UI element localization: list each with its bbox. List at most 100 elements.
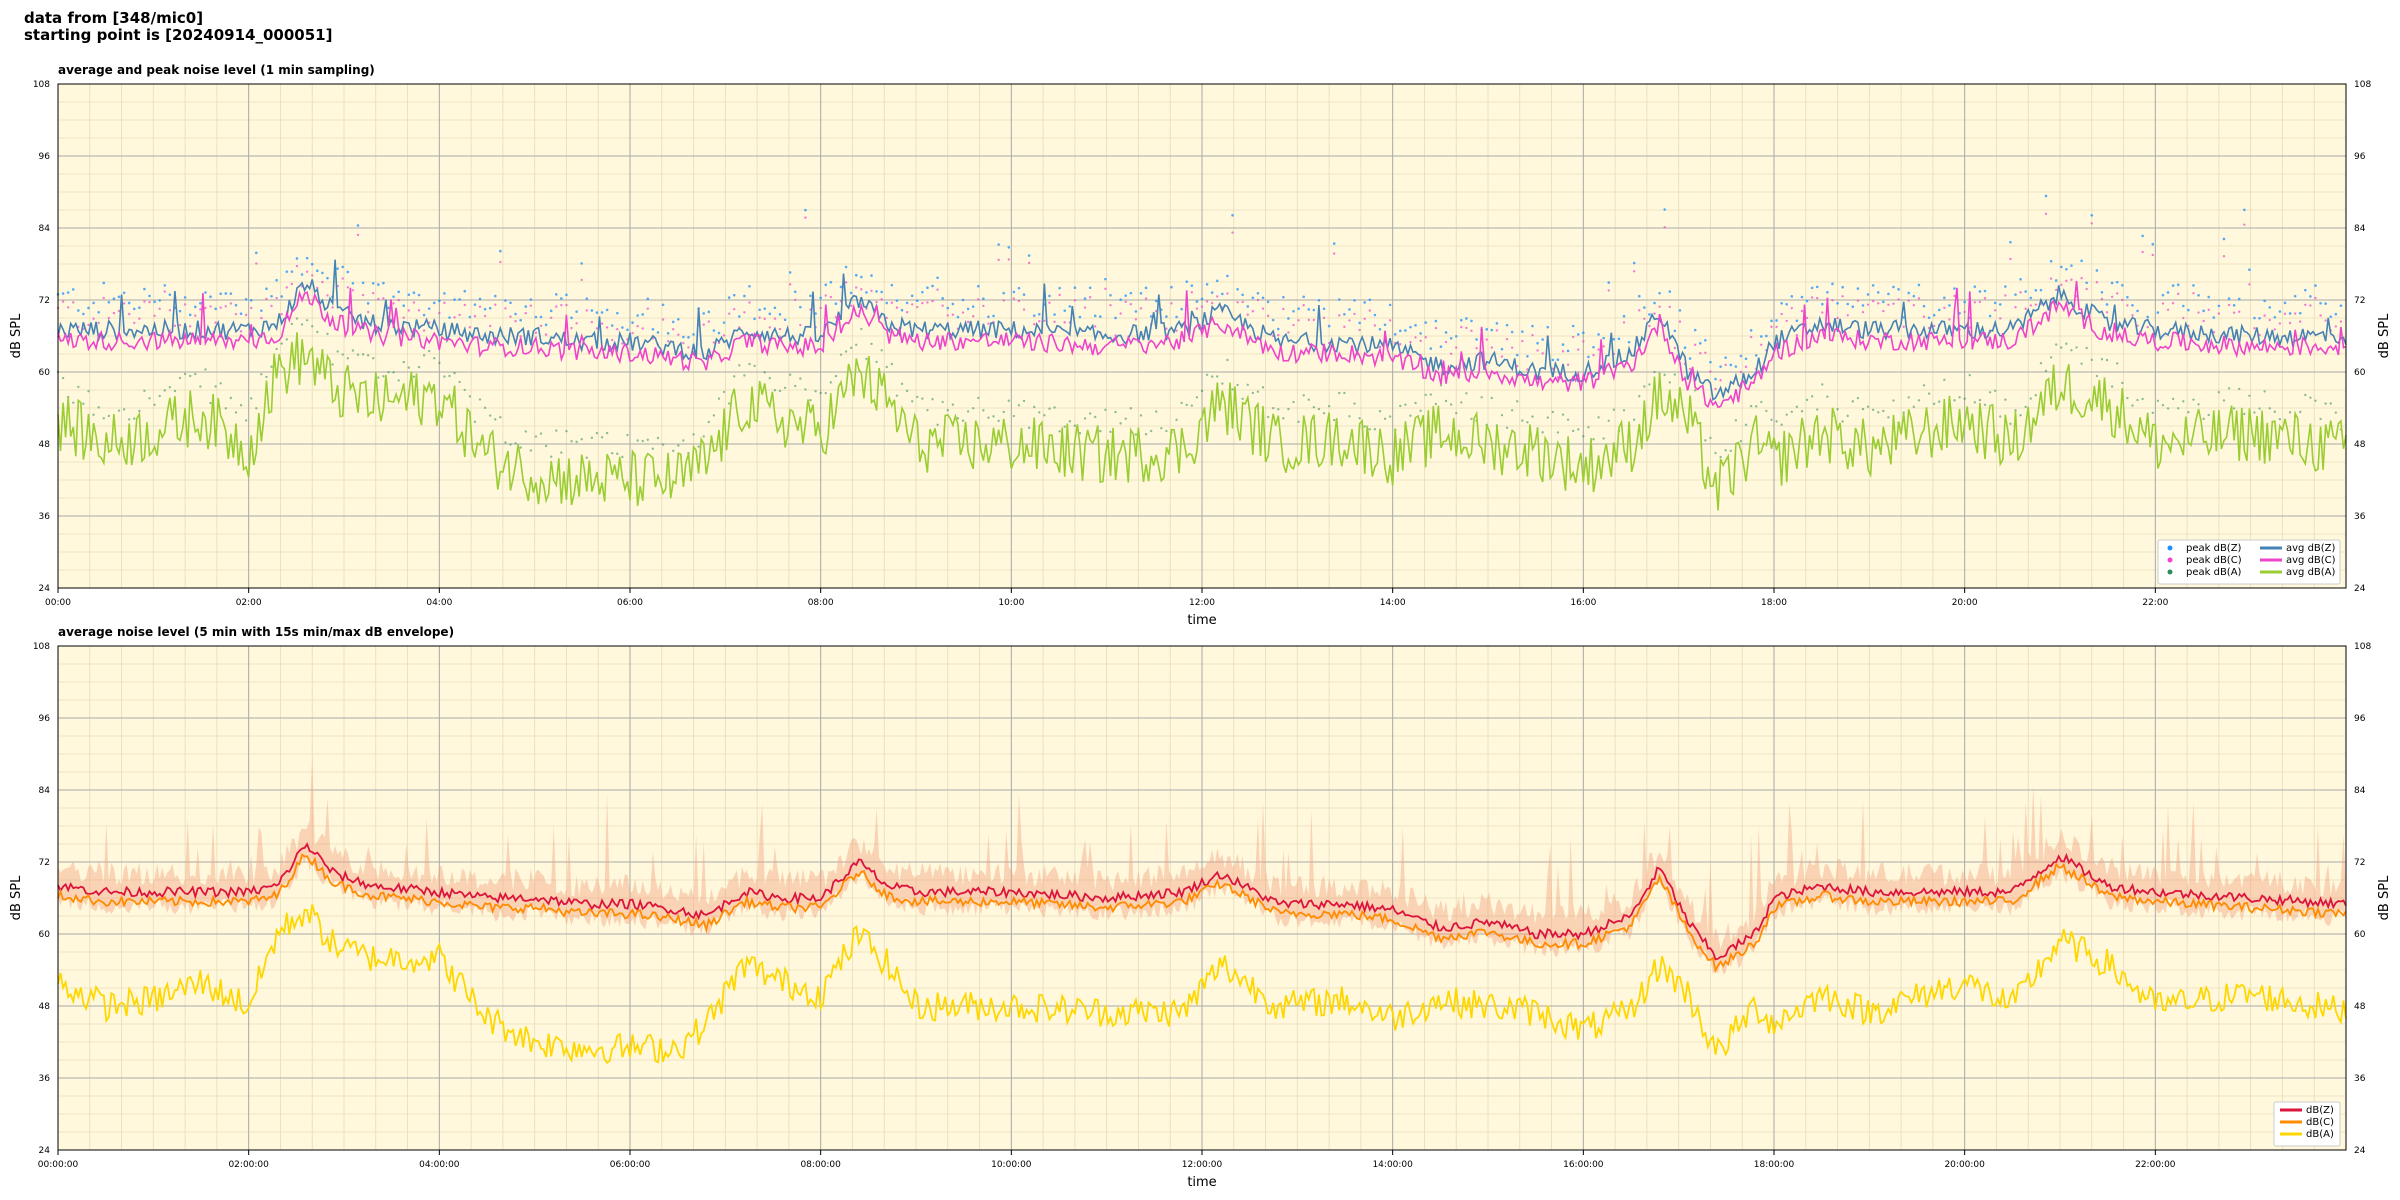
peak-dba-point — [1027, 426, 1031, 430]
peak-dbz-point — [2034, 289, 2038, 292]
peak-dbz-point — [509, 301, 512, 305]
peak-dbc-point — [946, 314, 949, 317]
peak-dbc-point — [1785, 319, 1788, 323]
peak-dbc-point — [438, 311, 441, 315]
peak-dbc-point — [1887, 303, 1890, 306]
avg-dba-line — [57, 332, 2347, 511]
peak-dba-point — [1160, 426, 1163, 430]
legend-label: peak dB(A) — [2186, 567, 2242, 578]
peak-dbz-point — [1353, 299, 1356, 302]
peak-dbc-point — [1775, 325, 1778, 329]
peak-dba-point — [1556, 431, 1560, 434]
peak-dba-point — [621, 455, 624, 459]
peak-dba-point — [1607, 419, 1610, 423]
peak-dbc-point — [1531, 334, 1534, 337]
peak-dbz-point — [2237, 297, 2241, 301]
peak-dbz-point — [341, 265, 345, 269]
peak-dbz-point — [1973, 285, 1977, 288]
peak-dbz-point — [1978, 290, 1982, 293]
peak-dba-point — [1917, 399, 1921, 402]
peak-dbc-point — [178, 324, 182, 327]
peak-dba-point — [1434, 402, 1438, 406]
peak-dbc-point — [1632, 270, 1636, 273]
peak-dba-point — [1597, 416, 1600, 419]
plot-frame — [57, 645, 2347, 1151]
peak-dba-point — [900, 382, 904, 386]
legend-marker — [2167, 569, 2173, 575]
x-tick-label: 14:00 — [1380, 598, 1406, 608]
peak-dbz-point — [1175, 315, 1178, 319]
peak-dbc-point — [2100, 297, 2104, 301]
peak-dbz-point — [1475, 338, 1478, 341]
peak-dbz-point — [407, 293, 411, 297]
peak-dbc-point — [2080, 277, 2083, 280]
peak-dbz-point — [1363, 301, 1367, 304]
peak-dba-point — [2258, 407, 2261, 410]
peak-dbz-point — [732, 293, 736, 297]
peak-dbc-point — [1968, 326, 1971, 329]
peak-dbz-point — [1993, 301, 1997, 305]
peak-dbc-point — [2151, 253, 2154, 257]
peak-dbz-point — [1963, 300, 1966, 304]
peak-dbc-point — [1704, 351, 1707, 354]
peak-dbz-point — [1327, 324, 1331, 328]
peak-dbz-point — [1693, 328, 1697, 332]
peak-dba-point — [1038, 411, 1041, 414]
peak-dbz-point — [1241, 293, 1244, 297]
peak-dbc-point — [2232, 311, 2236, 314]
peak-dbz-point — [1170, 285, 1173, 289]
peak-dba-point — [1663, 373, 1666, 377]
peak-dbz-point — [87, 306, 90, 310]
peak-dbc-point — [1648, 324, 1651, 328]
peak-dba-point — [697, 445, 700, 448]
peak-dbc-point — [2263, 314, 2266, 317]
peak-dbc-point — [2248, 283, 2251, 286]
peak-dbc-point — [1409, 340, 1412, 344]
peak-dbc-point — [1836, 316, 1839, 320]
peak-dba-point — [2197, 403, 2200, 406]
peak-dba-point — [377, 376, 380, 379]
peak-dbz-point — [1937, 308, 1941, 312]
peak-dba-point — [2080, 362, 2083, 365]
y-tick-label-right: 108 — [2354, 80, 2371, 90]
peak-dbc-point — [1292, 323, 1295, 327]
peak-dbz-point — [1317, 298, 1321, 302]
peak-dbc-point — [2009, 257, 2012, 261]
peak-dbz-point — [2217, 304, 2221, 308]
y-tick-label: 60 — [39, 368, 51, 378]
peak-dbc-point — [1246, 313, 1249, 316]
y-tick-label: 36 — [39, 1074, 51, 1084]
peak-dbc-point — [250, 306, 253, 310]
y-tick-label-right: 72 — [2354, 858, 2365, 868]
peak-dba-point — [1704, 439, 1707, 442]
peak-dba-point — [1261, 386, 1265, 389]
peak-dba-point — [1551, 410, 1555, 414]
peak-dbz-point — [1749, 329, 1753, 332]
peak-dbc-point — [1495, 329, 1499, 332]
peak-dbz-point — [193, 305, 197, 309]
peak-dbc-point — [356, 233, 360, 237]
peak-dba-point — [250, 397, 253, 400]
peak-dba-point — [1073, 424, 1077, 427]
peak-dbz-point — [1698, 341, 1702, 345]
peak-dbz-point — [1861, 304, 1865, 307]
peak-dbz-point — [829, 280, 833, 284]
peak-dbc-point — [743, 311, 746, 314]
peak-dbc-point — [799, 323, 802, 327]
peak-dbc-point — [295, 264, 299, 268]
x-tick-label: 16:00 — [1570, 598, 1596, 608]
peak-dbc-point — [1378, 345, 1382, 349]
peak-dbz-point — [1210, 291, 1214, 294]
peak-dbc-point — [2299, 320, 2302, 323]
peak-dbc-point — [2095, 281, 2099, 284]
y-tick-label: 84 — [39, 224, 51, 234]
peak-dbc-point — [941, 304, 944, 307]
peak-dba-point — [117, 409, 121, 412]
peak-dbc-point — [234, 312, 238, 316]
peak-dbz-point — [1831, 282, 1834, 286]
peak-dbc-point — [2034, 303, 2038, 306]
peak-dbz-point — [961, 298, 965, 302]
peak-dbc-point — [1516, 364, 1519, 368]
peak-dbc-point — [2324, 319, 2327, 322]
peak-dbc-point — [458, 313, 461, 317]
